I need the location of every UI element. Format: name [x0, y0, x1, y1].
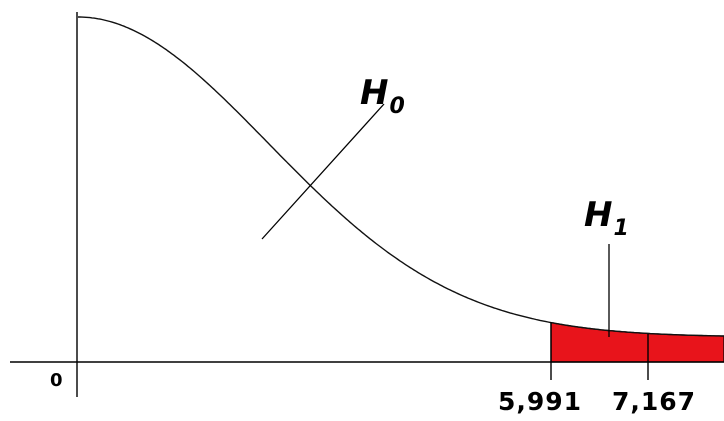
- critical-value-label: 5,991: [498, 387, 582, 416]
- test-statistic-label: 7,167: [612, 387, 696, 416]
- h0-subscript: 0: [389, 94, 404, 119]
- rejection-region: [550, 321, 724, 363]
- origin-label: 0: [50, 370, 63, 391]
- h0-letter: H: [360, 73, 388, 113]
- h1-subscript: 1: [613, 216, 628, 241]
- density-curve: [78, 16, 724, 337]
- h0-label: H0: [360, 73, 405, 119]
- h0-pointer-line: [261, 103, 385, 240]
- h1-label: H1: [584, 195, 629, 241]
- h1-letter: H: [584, 195, 612, 235]
